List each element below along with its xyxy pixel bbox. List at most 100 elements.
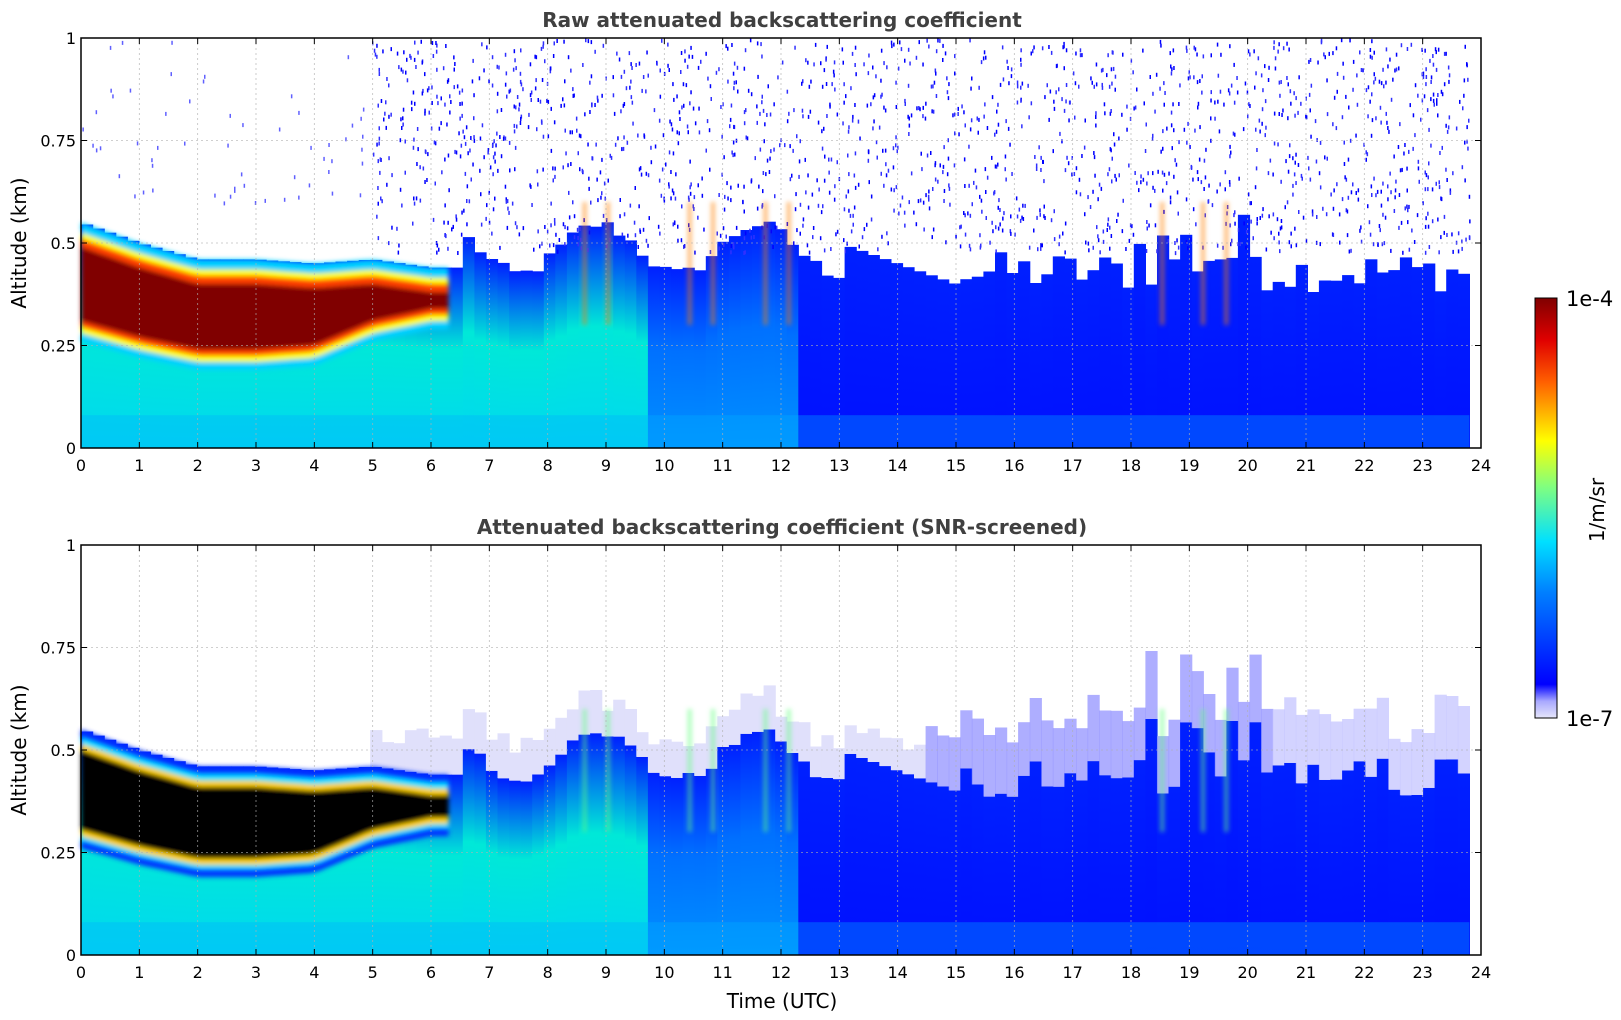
noise-speck [1249, 52, 1251, 57]
noise-speck [1046, 83, 1048, 88]
noise-speck [1277, 49, 1279, 54]
noise-speck [1269, 158, 1272, 163]
noise-speck [554, 166, 556, 171]
noise-speck [891, 44, 893, 49]
noise-speck [925, 101, 927, 106]
noise-speck [537, 98, 539, 102]
noise-speck [376, 54, 378, 59]
noise-speck [184, 141, 186, 146]
noise-speck [1131, 224, 1133, 229]
noise-speck [298, 110, 300, 115]
noise-speck [756, 41, 759, 46]
noise-speck [1175, 162, 1178, 167]
noise-speck [567, 55, 570, 60]
noise-speck [1043, 179, 1045, 184]
noise-speck [1257, 56, 1260, 61]
noise-speck [596, 177, 598, 182]
noise-speck [379, 170, 381, 175]
noise-speck [513, 123, 516, 128]
noise-speck [1279, 93, 1281, 98]
noise-speck [692, 204, 694, 209]
noise-speck [1095, 115, 1097, 119]
noise-speck [564, 242, 566, 247]
noise-speck [909, 61, 911, 66]
noise-speck [942, 164, 945, 169]
noise-speck [769, 156, 771, 161]
noise-speck [362, 107, 365, 112]
noise-speck [496, 109, 499, 114]
noise-speck [845, 194, 847, 199]
noise-speck [1278, 80, 1281, 85]
noise-speck [1359, 228, 1361, 233]
noise-speck [1356, 102, 1359, 107]
noise-speck [390, 112, 392, 117]
noise-speck [576, 227, 579, 232]
noise-speck [762, 171, 765, 175]
noise-speck [733, 124, 735, 129]
noise-speck [1022, 203, 1024, 208]
noise-speck [1207, 199, 1209, 204]
noise-speck [533, 247, 535, 252]
noise-speck [431, 41, 434, 45]
noise-speck [776, 225, 778, 230]
noise-speck [449, 94, 451, 99]
noise-speck [823, 68, 826, 73]
noise-speck [92, 143, 94, 148]
noise-speck [1465, 237, 1467, 242]
noise-speck [541, 241, 543, 246]
noise-speck [1464, 44, 1466, 49]
noise-speck [514, 58, 516, 63]
noise-speck [1230, 83, 1233, 88]
noise-speck [564, 225, 566, 230]
noise-speck [1370, 133, 1373, 138]
noise-speck [1203, 187, 1205, 191]
noise-speck [492, 207, 495, 212]
noise-speck [960, 224, 962, 229]
heatmap-column [914, 778, 927, 955]
heatmap-column [1203, 752, 1216, 955]
noise-speck [867, 71, 870, 76]
noise-speck [398, 243, 400, 248]
layer-streak [786, 709, 791, 832]
noise-speck [774, 194, 776, 199]
noise-speck [843, 207, 846, 212]
noise-speck [1236, 90, 1239, 95]
noise-speck [229, 113, 231, 118]
noise-speck [411, 107, 413, 112]
x-tick-label: 10 [654, 963, 674, 982]
noise-speck [426, 178, 428, 182]
noise-speck [1210, 138, 1212, 143]
noise-speck [1438, 250, 1440, 255]
noise-speck [1435, 50, 1437, 55]
noise-speck [556, 249, 559, 254]
noise-speck [1063, 44, 1065, 49]
noise-speck [1300, 101, 1302, 106]
noise-speck [899, 203, 902, 208]
noise-speck [1197, 101, 1200, 106]
noise-speck [535, 55, 538, 60]
noise-speck [1427, 187, 1429, 192]
x-tick-label: 17 [1062, 456, 1082, 475]
noise-speck [1134, 105, 1137, 110]
noise-speck [396, 51, 399, 56]
noise-speck [1359, 50, 1361, 55]
heatmap-column [925, 782, 938, 955]
noise-speck [553, 218, 556, 222]
noise-speck [792, 148, 794, 153]
heatmap-column [1307, 292, 1320, 448]
noise-speck [1278, 112, 1280, 116]
noise-speck [1340, 38, 1343, 43]
noise-speck [969, 127, 972, 132]
noise-speck [1437, 93, 1439, 97]
heatmap-column [671, 777, 684, 955]
noise-speck [1317, 60, 1319, 65]
noise-speck [852, 213, 854, 218]
noise-speck [223, 201, 226, 206]
noise-speck [550, 106, 552, 111]
noise-speck [994, 164, 997, 169]
noise-speck [584, 112, 586, 117]
noise-speck [508, 140, 511, 145]
noise-speck [1336, 89, 1338, 94]
x-tick-label: 16 [1004, 963, 1024, 982]
noise-speck [1178, 140, 1180, 145]
